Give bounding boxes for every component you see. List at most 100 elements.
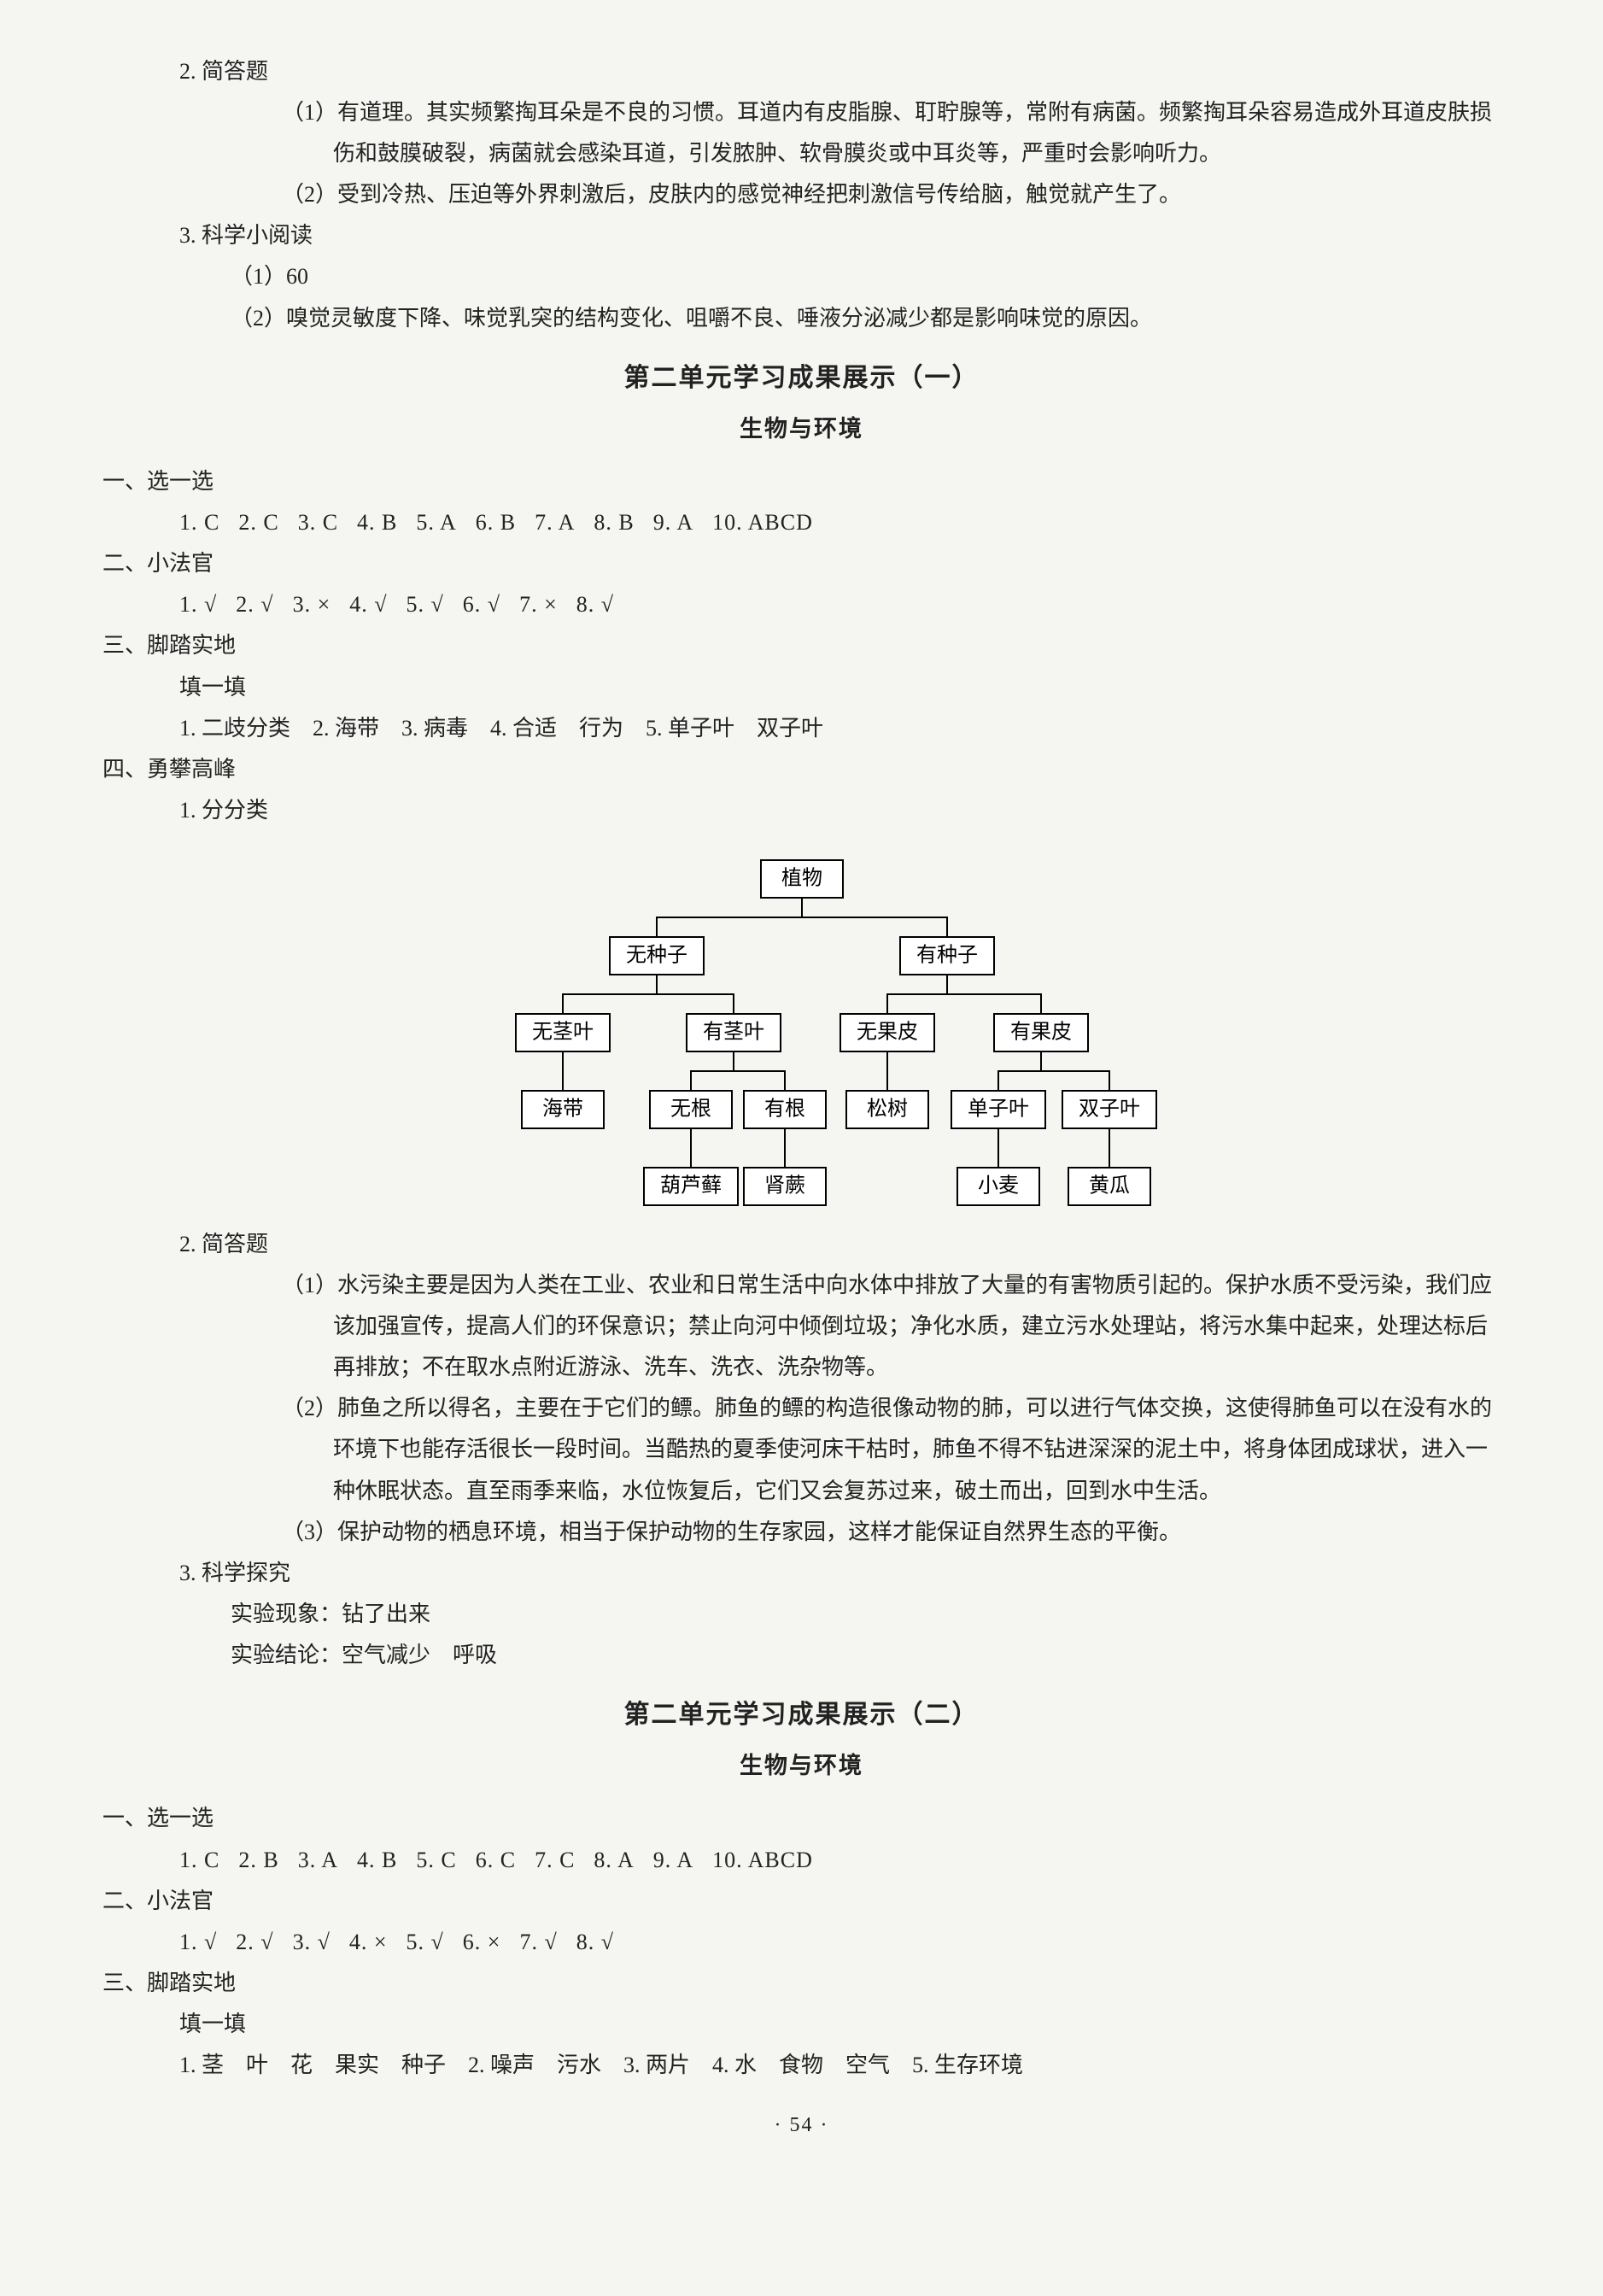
tree-node: 有果皮 [994, 1014, 1088, 1051]
answer-item: 8. A [594, 1848, 634, 1872]
tree-node-label: 有茎叶 [703, 1020, 764, 1043]
unit2-subtitle: 生物与环境 [102, 1745, 1501, 1788]
answer-item: 10. ABCD [712, 510, 813, 535]
tree-node: 肾蕨 [744, 1168, 826, 1205]
tree-node-label: 海带 [542, 1097, 583, 1120]
tree-node: 植物 [761, 860, 843, 898]
tree-node-label: 无果皮 [857, 1020, 918, 1043]
unit1-section4-q2-a1: （1）水污染主要是因为人类在工业、农业和日常生活中向水体中排放了大量的有害物质引… [282, 1265, 1501, 1388]
answer-item: 4. B [357, 1848, 397, 1872]
answer-item: 8. √ [576, 1930, 614, 1954]
answer-item: 10. ABCD [712, 1848, 813, 1872]
tree-node-label: 松树 [867, 1097, 908, 1120]
answer-item: 6. B [476, 510, 516, 535]
unit1-section4-q3-b: 实验结论：空气减少 呼吸 [231, 1635, 1501, 1676]
unit1-section3-sub: 填一填 [179, 667, 1501, 708]
tree-node: 无种子 [610, 937, 704, 975]
unit1-section4-q3: 3. 科学探究 [179, 1553, 1501, 1594]
answer-item: 5. √ [407, 592, 444, 617]
tree-edge [802, 898, 947, 937]
question-3-answer-1: （1）60 [231, 256, 1501, 297]
answer-item: 5. A [416, 510, 456, 535]
unit1-section4-q2-a3: （3）保护动物的栖息环境，相当于保护动物的生存家园，这样才能保证自然界生态的平衡… [282, 1512, 1501, 1553]
unit1-subtitle: 生物与环境 [102, 408, 1501, 451]
unit2-section3-sub: 填一填 [179, 2004, 1501, 2045]
unit2-section3-heading: 三、脚踏实地 [102, 1963, 1501, 2004]
tree-node-label: 无茎叶 [532, 1020, 594, 1043]
unit2-section1-answers: 1. C 2. B 3. A 4. B 5. C 6. C 7. C 8. A 9. A 10. … [179, 1840, 1501, 1881]
unit1-section4-q2-a2: （2）肺鱼之所以得名，主要在于它们的鳔。肺鱼的鳔的构造很像动物的肺，可以进行气体… [282, 1388, 1501, 1511]
answer-item: 5. √ [407, 1930, 444, 1954]
unit1-section1-heading: 一、选一选 [102, 461, 1501, 502]
question-2-answer-1: （1）有道理。其实频繁掏耳朵是不良的习惯。耳道内有皮脂腺、耵聍腺等，常附有病菌。… [282, 92, 1501, 174]
answer-item: 3. × [293, 592, 331, 617]
tree-node: 双子叶 [1062, 1091, 1156, 1128]
question-2-heading: 2. 简答题 [179, 51, 1501, 92]
answer-item: 1. C [179, 1848, 219, 1872]
tree-node: 无茎叶 [516, 1014, 610, 1051]
question-2-answer-2: （2）受到冷热、压迫等外界刺激后，皮肤内的感觉神经把刺激信号传给脑，触觉就产生了… [282, 174, 1501, 215]
tree-node-label: 无根 [670, 1097, 711, 1120]
tree-node: 松树 [846, 1091, 928, 1128]
answer-item: 4. B [357, 510, 397, 535]
tree-node-label: 无种子 [626, 943, 687, 966]
tree-node: 无果皮 [840, 1014, 934, 1051]
tree-node: 葫芦藓 [644, 1168, 738, 1205]
answer-item: 2. B [238, 1848, 278, 1872]
answer-item: 8. √ [576, 592, 614, 617]
page-footer: · 54 · [102, 2106, 1501, 2144]
tree-node-label: 植物 [781, 866, 822, 889]
unit1-section4-q3-a: 实验现象：钻了出来 [231, 1594, 1501, 1635]
tree-node: 单子叶 [951, 1091, 1045, 1128]
answer-item: 2. C [238, 510, 278, 535]
tree-edge [1041, 1051, 1109, 1091]
answer-item: 4. × [349, 1930, 388, 1954]
unit1-section3-answers: 1. 二歧分类 2. 海带 3. 病毒 4. 合适 行为 5. 单子叶 双子叶 [179, 708, 1501, 749]
tree-edge [734, 1051, 785, 1091]
tree-edge [947, 975, 1041, 1014]
answer-item: 6. C [476, 1848, 516, 1872]
unit1-section1-answers: 1. C2. C3. C4. B5. A6. B7. A8. B9. A10. … [179, 502, 1501, 543]
unit1-section3-heading: 三、脚踏实地 [102, 625, 1501, 666]
tree-node: 海带 [522, 1091, 604, 1128]
answer-item: 7. √ [519, 1930, 557, 1954]
answer-item: 9. A [653, 1848, 693, 1872]
answer-item: 1. C [179, 510, 219, 535]
unit1-section2-answers: 1. √2. √3. ×4. √5. √6. √7. ×8. √ [179, 584, 1501, 625]
answer-item: 5. C [416, 1848, 456, 1872]
unit2-section2-heading: 二、小法官 [102, 1881, 1501, 1922]
tree-node-label: 肾蕨 [764, 1174, 805, 1197]
answer-item: 1. √ [179, 1930, 217, 1954]
tree-node: 有种子 [900, 937, 994, 975]
answer-item: 7. A [535, 510, 575, 535]
answer-item: 8. B [594, 510, 634, 535]
tree-node-label: 有果皮 [1010, 1020, 1072, 1043]
tree-edge [998, 1051, 1041, 1091]
tree-edge [887, 975, 947, 1014]
unit1-section4-q2: 2. 简答题 [179, 1224, 1501, 1265]
answer-item: 3. √ [293, 1930, 331, 1954]
answer-item: 1. √ [179, 592, 217, 617]
tree-node-label: 有根 [764, 1097, 805, 1120]
tree-edge [657, 975, 734, 1014]
tree-node-label: 黄瓜 [1089, 1174, 1130, 1197]
unit1-section4-q1: 1. 分分类 [179, 790, 1501, 831]
tree-node: 黄瓜 [1068, 1168, 1150, 1205]
answer-item: 7. C [535, 1848, 575, 1872]
tree-node: 有根 [744, 1091, 826, 1128]
tree-diagram-container: 植物无种子 有种子无茎叶 有茎叶 无果皮 有果皮海带 无根 有根 松树 单子叶 双子叶葫芦藓 肾蕨 小… [102, 838, 1501, 1214]
answer-item: 3. A [298, 1848, 338, 1872]
answer-item: 2. √ [236, 1930, 273, 1954]
tree-edge [691, 1051, 734, 1091]
tree-node-label: 单子叶 [968, 1097, 1029, 1120]
tree-node-label: 有种子 [916, 943, 978, 966]
unit1-title: 第二单元学习成果展示（一） [102, 354, 1501, 402]
tree-node-label: 双子叶 [1079, 1098, 1140, 1120]
answer-item: 9. A [653, 510, 693, 535]
tree-node-label: 葫芦藓 [660, 1174, 722, 1197]
tree-edge [657, 898, 802, 937]
plant-classification-tree: 植物无种子 有种子无茎叶 有茎叶 无果皮 有果皮海带 无根 有根 松树 单子叶 双子叶葫芦藓 肾蕨 小… [358, 838, 1246, 1214]
answer-item: 2. √ [236, 592, 273, 617]
answer-item: 4. √ [349, 592, 387, 617]
tree-node: 小麦 [957, 1168, 1039, 1205]
